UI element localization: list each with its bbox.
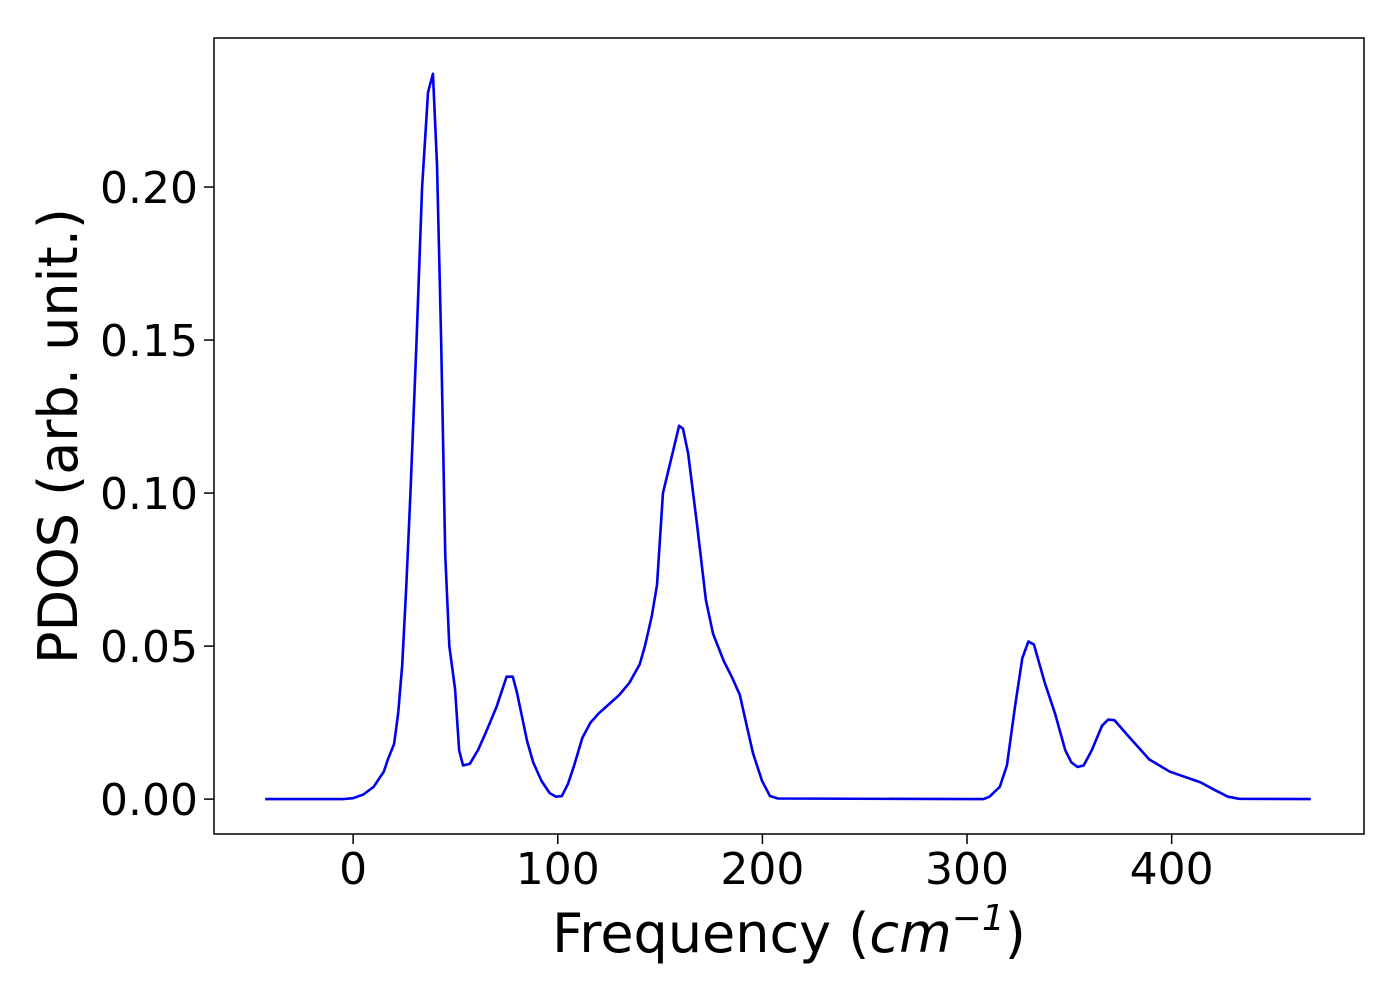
y-tick-label: 0.00 (100, 775, 198, 826)
y-tick-label: 0.05 (100, 622, 198, 673)
y-axis-label: PDOS (arb. unit.) (27, 208, 90, 664)
x-tick-label: 100 (516, 844, 600, 895)
x-label-unit: cm (869, 902, 951, 965)
line-series (265, 72, 1311, 801)
x-tick-label: 300 (925, 844, 1009, 895)
y-tick-label: 0.20 (100, 163, 198, 214)
x-label-text: Frequency ( (552, 902, 869, 965)
x-tick-label: 200 (720, 844, 804, 895)
x-tick-label: 0 (339, 844, 367, 895)
plot-frame (213, 37, 1365, 835)
x-label-close: ) (1005, 902, 1026, 965)
x-tick-label: 400 (1130, 844, 1214, 895)
x-axis-label: Frequency (cm−1) (552, 898, 1026, 965)
x-label-exponent: −1 (952, 898, 1005, 939)
y-tick-label: 0.15 (100, 316, 198, 367)
y-tick-label: 0.10 (100, 469, 198, 520)
